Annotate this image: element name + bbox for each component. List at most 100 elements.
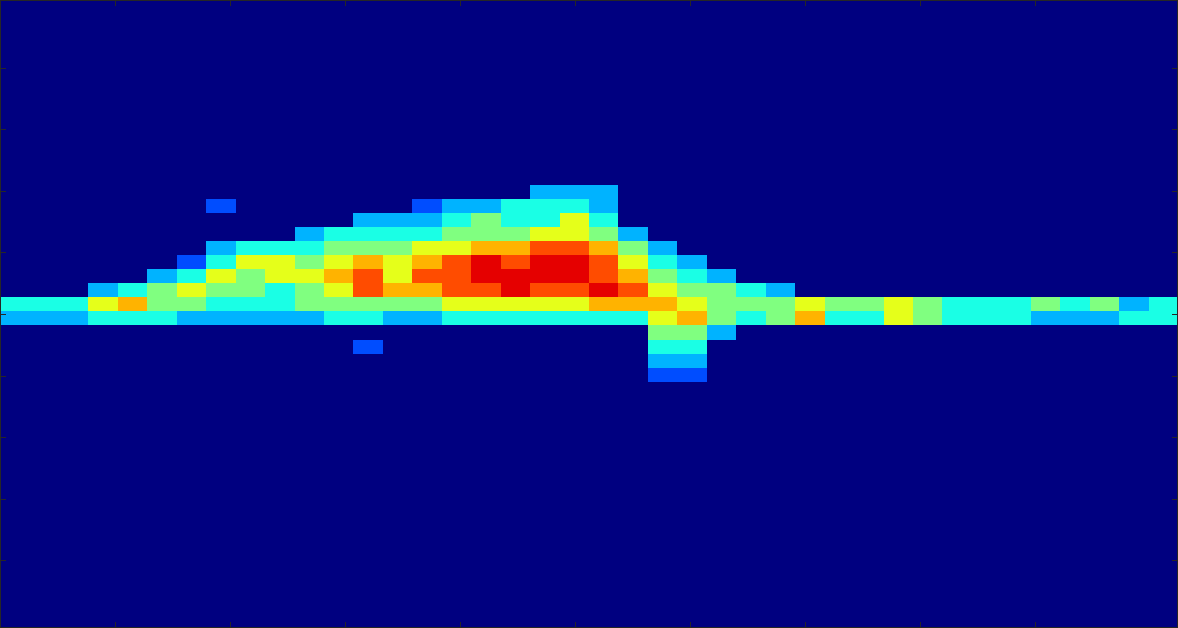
heatmap-cell bbox=[412, 199, 442, 214]
heatmap-cell bbox=[1060, 325, 1090, 340]
heatmap-cell bbox=[206, 227, 236, 242]
heatmap-cell bbox=[1149, 199, 1178, 214]
heatmap-cell bbox=[942, 185, 972, 200]
heatmap-cell bbox=[1149, 255, 1178, 270]
heatmap-cell bbox=[707, 269, 737, 284]
heatmap-cell bbox=[648, 325, 678, 340]
heatmap-cell bbox=[471, 227, 501, 242]
heatmap-cell bbox=[471, 368, 501, 383]
heatmap-cell bbox=[972, 185, 1002, 200]
heatmap-cell bbox=[1001, 340, 1031, 355]
heatmap-cell bbox=[1060, 255, 1090, 270]
heatmap-cell bbox=[412, 311, 442, 326]
heatmap-cell bbox=[1060, 241, 1090, 256]
heatmap-cell bbox=[177, 311, 207, 326]
heatmap-cell bbox=[825, 325, 855, 340]
heatmap-cell bbox=[501, 255, 531, 270]
heatmap-cell bbox=[648, 227, 678, 242]
heatmap-cell bbox=[206, 325, 236, 340]
heatmap-cell bbox=[1090, 227, 1120, 242]
heatmap-cell bbox=[942, 213, 972, 228]
heatmap-cell bbox=[118, 227, 148, 242]
heatmap-cell bbox=[766, 368, 796, 383]
heatmap-cell bbox=[147, 255, 177, 270]
heatmap-cell bbox=[1060, 185, 1090, 200]
heatmap-cell bbox=[353, 241, 383, 256]
heatmap-cell bbox=[177, 241, 207, 256]
heatmap-cell bbox=[942, 325, 972, 340]
heatmap-cell bbox=[1119, 340, 1149, 355]
heatmap-cell bbox=[177, 255, 207, 270]
heatmap-cell bbox=[295, 269, 325, 284]
heatmap-cell bbox=[88, 227, 118, 242]
heatmap-cell bbox=[913, 199, 943, 214]
heatmap-cell bbox=[1090, 213, 1120, 228]
heatmap-cell bbox=[88, 297, 118, 312]
heatmap-cell bbox=[618, 227, 648, 242]
heatmap-cell bbox=[766, 213, 796, 228]
heatmap-cell bbox=[471, 269, 501, 284]
heatmap-cell bbox=[383, 325, 413, 340]
heatmap-cell bbox=[648, 368, 678, 383]
heatmap-cell bbox=[265, 255, 295, 270]
heatmap-cell bbox=[265, 311, 295, 326]
heatmap-cell bbox=[236, 354, 266, 369]
heatmap-cell bbox=[736, 354, 766, 369]
heatmap-cell bbox=[412, 354, 442, 369]
heatmap-cell bbox=[1119, 283, 1149, 298]
heatmap-cell bbox=[618, 255, 648, 270]
heatmap-cell bbox=[942, 340, 972, 355]
heatmap-cell bbox=[324, 241, 354, 256]
heatmap-cell bbox=[324, 311, 354, 326]
heatmap-cell bbox=[972, 325, 1002, 340]
heatmap-cell bbox=[560, 241, 590, 256]
heatmap-cell bbox=[618, 368, 648, 383]
heatmap-cell bbox=[206, 354, 236, 369]
heatmap-cell bbox=[265, 227, 295, 242]
heatmap-cell bbox=[1001, 185, 1031, 200]
heatmap-cell bbox=[766, 325, 796, 340]
heatmap-cell bbox=[88, 199, 118, 214]
heatmap-cell bbox=[442, 241, 472, 256]
heatmap-cell bbox=[353, 185, 383, 200]
heatmap-cell bbox=[913, 354, 943, 369]
heatmap-cell bbox=[353, 255, 383, 270]
heatmap-cell bbox=[589, 255, 619, 270]
heatmap-cell bbox=[560, 185, 590, 200]
heatmap-cell bbox=[854, 213, 884, 228]
heatmap-cell bbox=[1031, 297, 1061, 312]
heatmap-cell bbox=[589, 241, 619, 256]
heatmap-cell bbox=[825, 185, 855, 200]
heatmap-cell bbox=[236, 297, 266, 312]
heatmap-cell bbox=[972, 368, 1002, 383]
heatmap-cell bbox=[707, 213, 737, 228]
heatmap-cell bbox=[618, 297, 648, 312]
heatmap-cell bbox=[118, 255, 148, 270]
heatmap-cell bbox=[324, 227, 354, 242]
heatmap-cell bbox=[1119, 354, 1149, 369]
heatmap-cell bbox=[884, 283, 914, 298]
heatmap-cell bbox=[59, 297, 89, 312]
heatmap-cell bbox=[442, 185, 472, 200]
heatmap-cell bbox=[589, 227, 619, 242]
heatmap-cell bbox=[324, 213, 354, 228]
heatmap-cell bbox=[1090, 325, 1120, 340]
heatmap-cell bbox=[884, 368, 914, 383]
heatmap-cell bbox=[854, 297, 884, 312]
heatmap-cell bbox=[913, 340, 943, 355]
heatmap-cell bbox=[1031, 368, 1061, 383]
heatmap-cell bbox=[707, 297, 737, 312]
heatmap-cell bbox=[324, 325, 354, 340]
heatmap-cell bbox=[353, 199, 383, 214]
heatmap-cell bbox=[736, 325, 766, 340]
heatmap-cell bbox=[88, 325, 118, 340]
heatmap-cell bbox=[29, 368, 59, 383]
heatmap-cell bbox=[442, 311, 472, 326]
heatmap-cell bbox=[1149, 185, 1178, 200]
heatmap-cell bbox=[59, 255, 89, 270]
heatmap-cell bbox=[736, 213, 766, 228]
heatmap-cell bbox=[677, 227, 707, 242]
heatmap-cell bbox=[707, 255, 737, 270]
heatmap-cell bbox=[766, 269, 796, 284]
heatmap-cell bbox=[147, 269, 177, 284]
